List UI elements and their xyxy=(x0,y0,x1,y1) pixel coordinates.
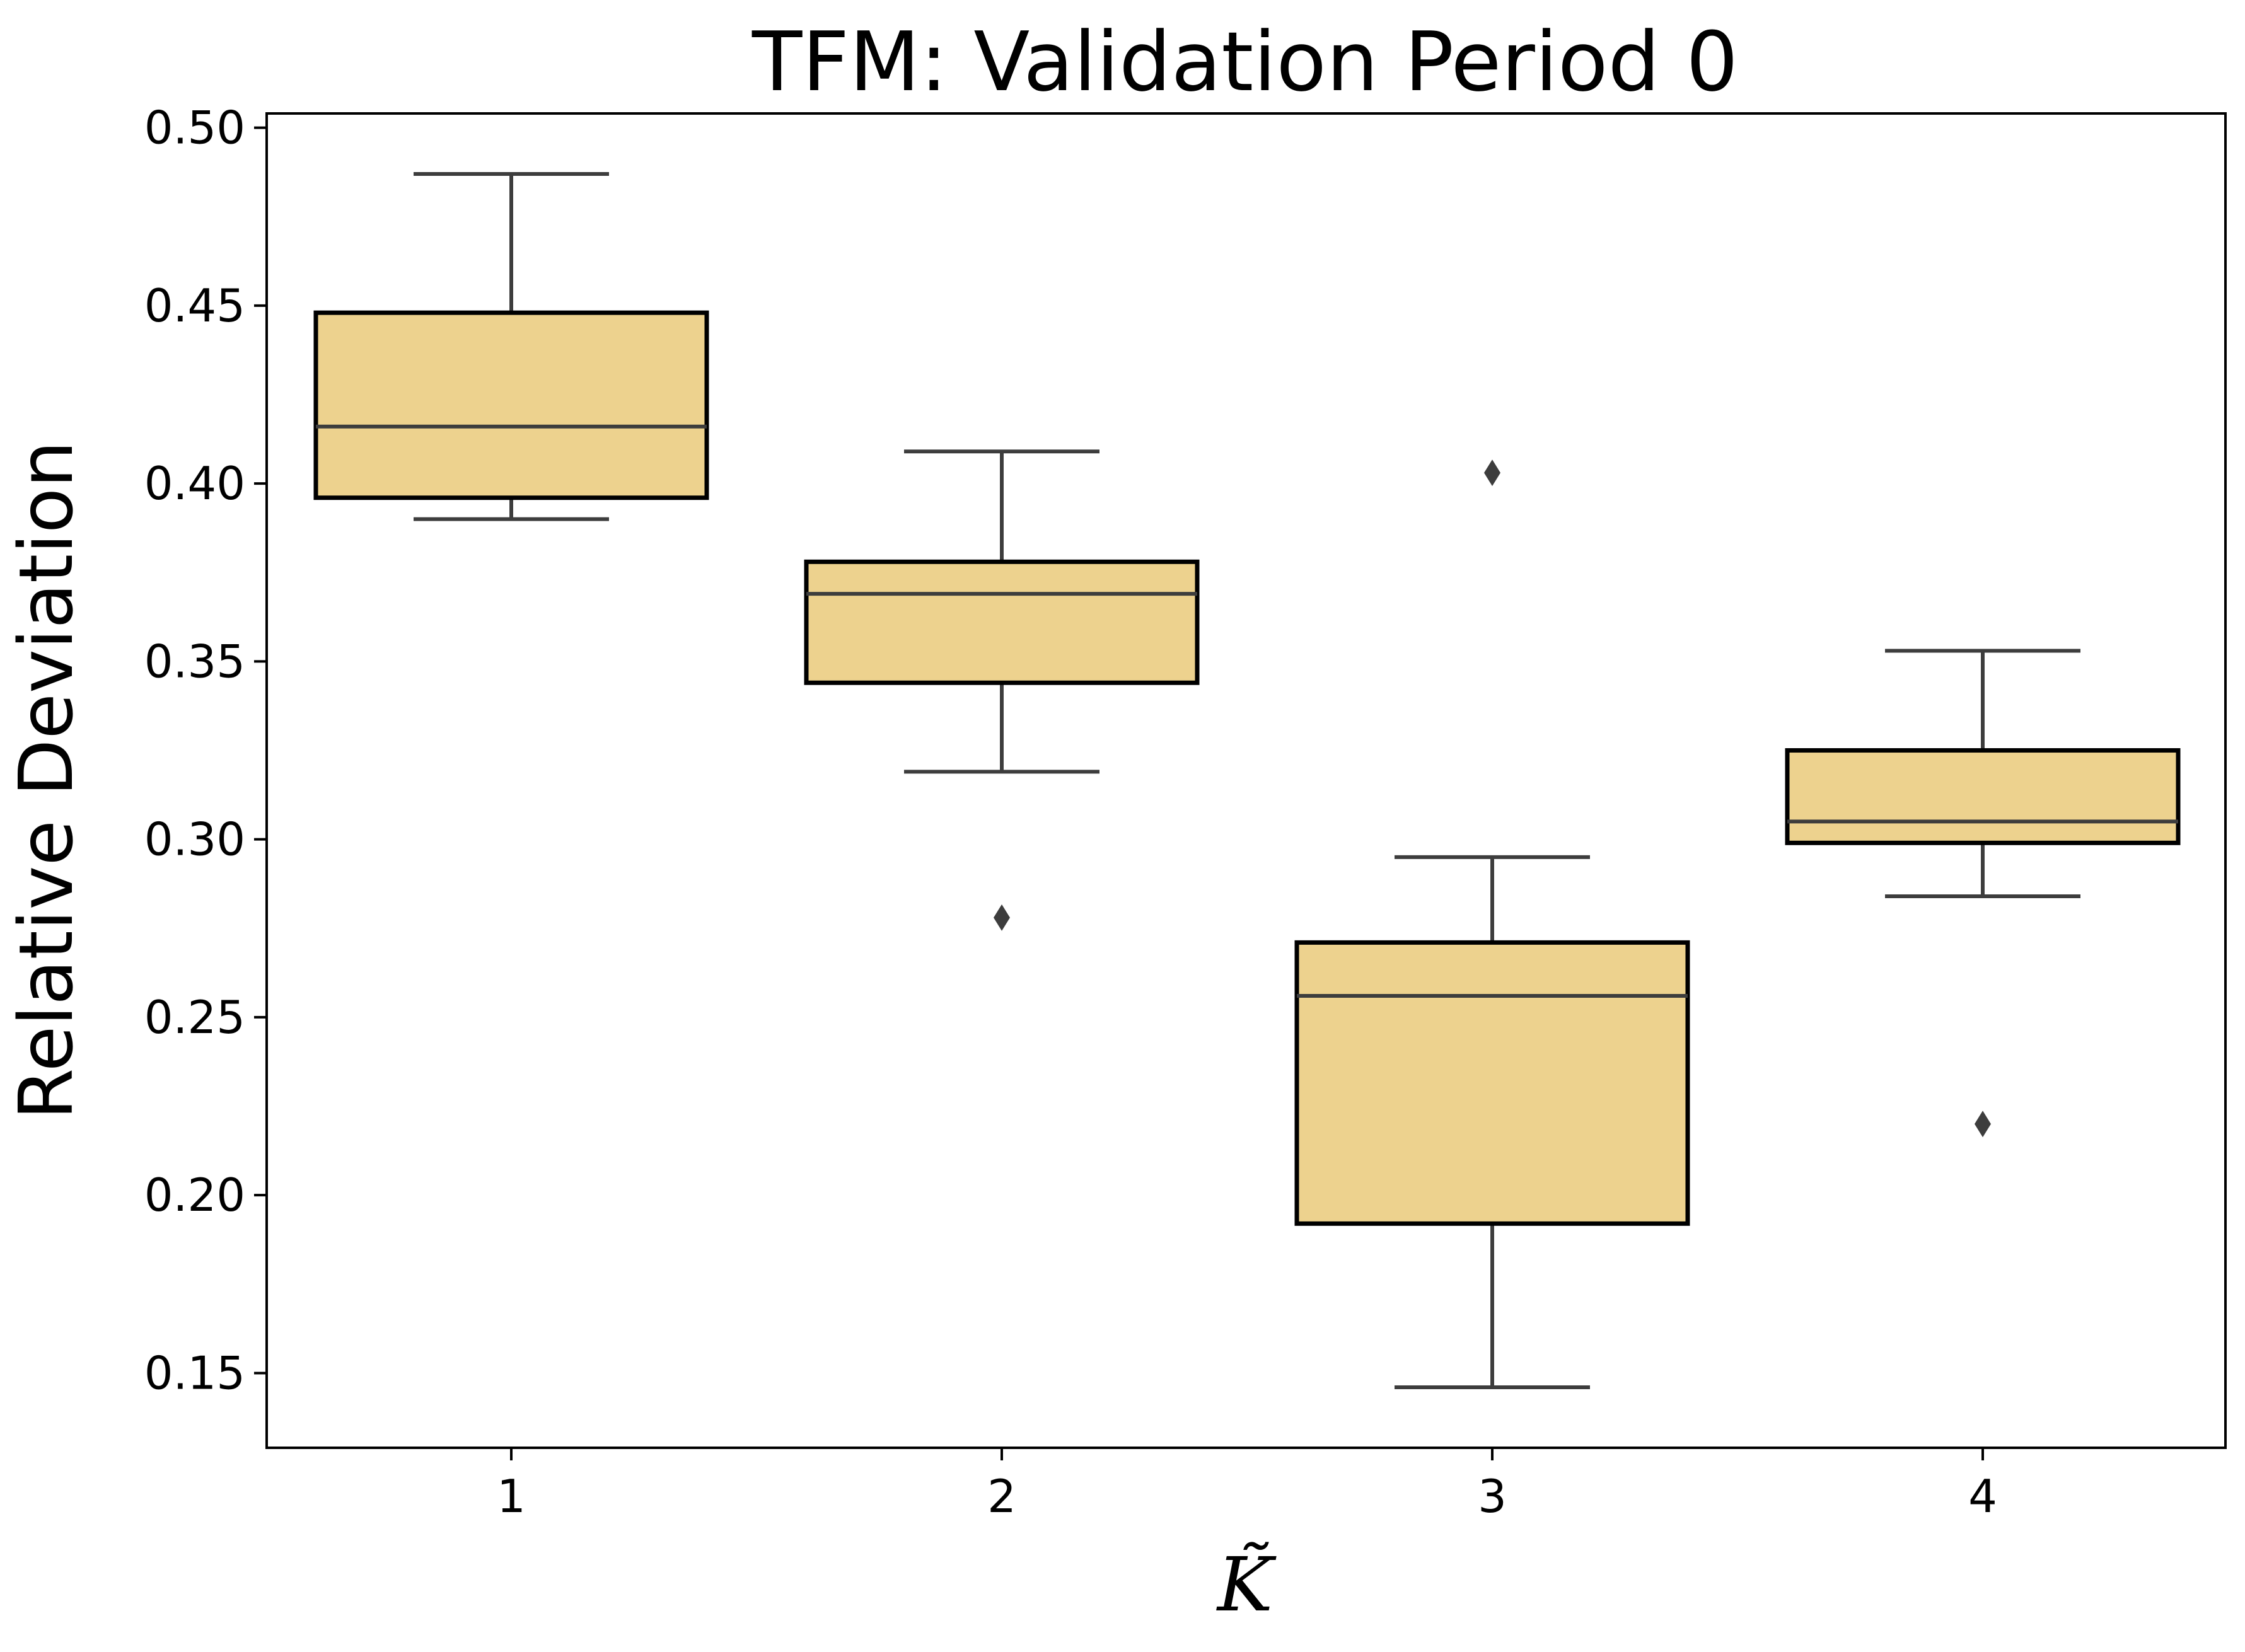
y-tick-label: 0.35 xyxy=(144,635,245,688)
x-tick-label: 4 xyxy=(1968,1470,1997,1523)
x-tick-label: 2 xyxy=(987,1470,1016,1523)
x-axis-ticks: 1 2 3 4 xyxy=(497,1448,1997,1523)
iqr-box xyxy=(1294,940,1690,1226)
box-group-4 xyxy=(1785,649,2181,1138)
y-tick-label: 0.40 xyxy=(144,457,245,510)
y-axis-label: Relative Deviation xyxy=(3,441,90,1120)
box-group-3 xyxy=(1294,459,1690,1390)
y-tick-label: 0.45 xyxy=(144,279,245,332)
box-group-1 xyxy=(313,171,709,521)
chart-title: TFM: Validation Period 0 xyxy=(751,14,1738,110)
y-axis-ticks: 0.15 0.20 0.25 0.30 0.35 0.40 0.45 0.50 xyxy=(144,101,267,1399)
iqr-box xyxy=(804,559,1200,685)
x-tick-label: 1 xyxy=(497,1470,526,1523)
y-tick-label: 0.15 xyxy=(144,1346,245,1399)
y-tick-label: 0.20 xyxy=(144,1169,245,1222)
y-tick-label: 0.30 xyxy=(144,813,245,866)
iqr-box xyxy=(1785,748,2181,845)
x-axis-label: K̃ xyxy=(1216,1541,1277,1628)
y-tick-label: 0.25 xyxy=(144,991,245,1044)
outlier-point xyxy=(1975,1111,1991,1138)
iqr-box xyxy=(313,310,709,500)
outlier-point xyxy=(1484,459,1500,487)
axes-frame xyxy=(265,112,2227,1449)
y-tick-label: 0.50 xyxy=(144,101,245,154)
x-tick-label: 3 xyxy=(1478,1470,1507,1523)
plot-area xyxy=(313,171,2181,1390)
box-group-2 xyxy=(804,449,1200,931)
outlier-point xyxy=(994,904,1010,931)
